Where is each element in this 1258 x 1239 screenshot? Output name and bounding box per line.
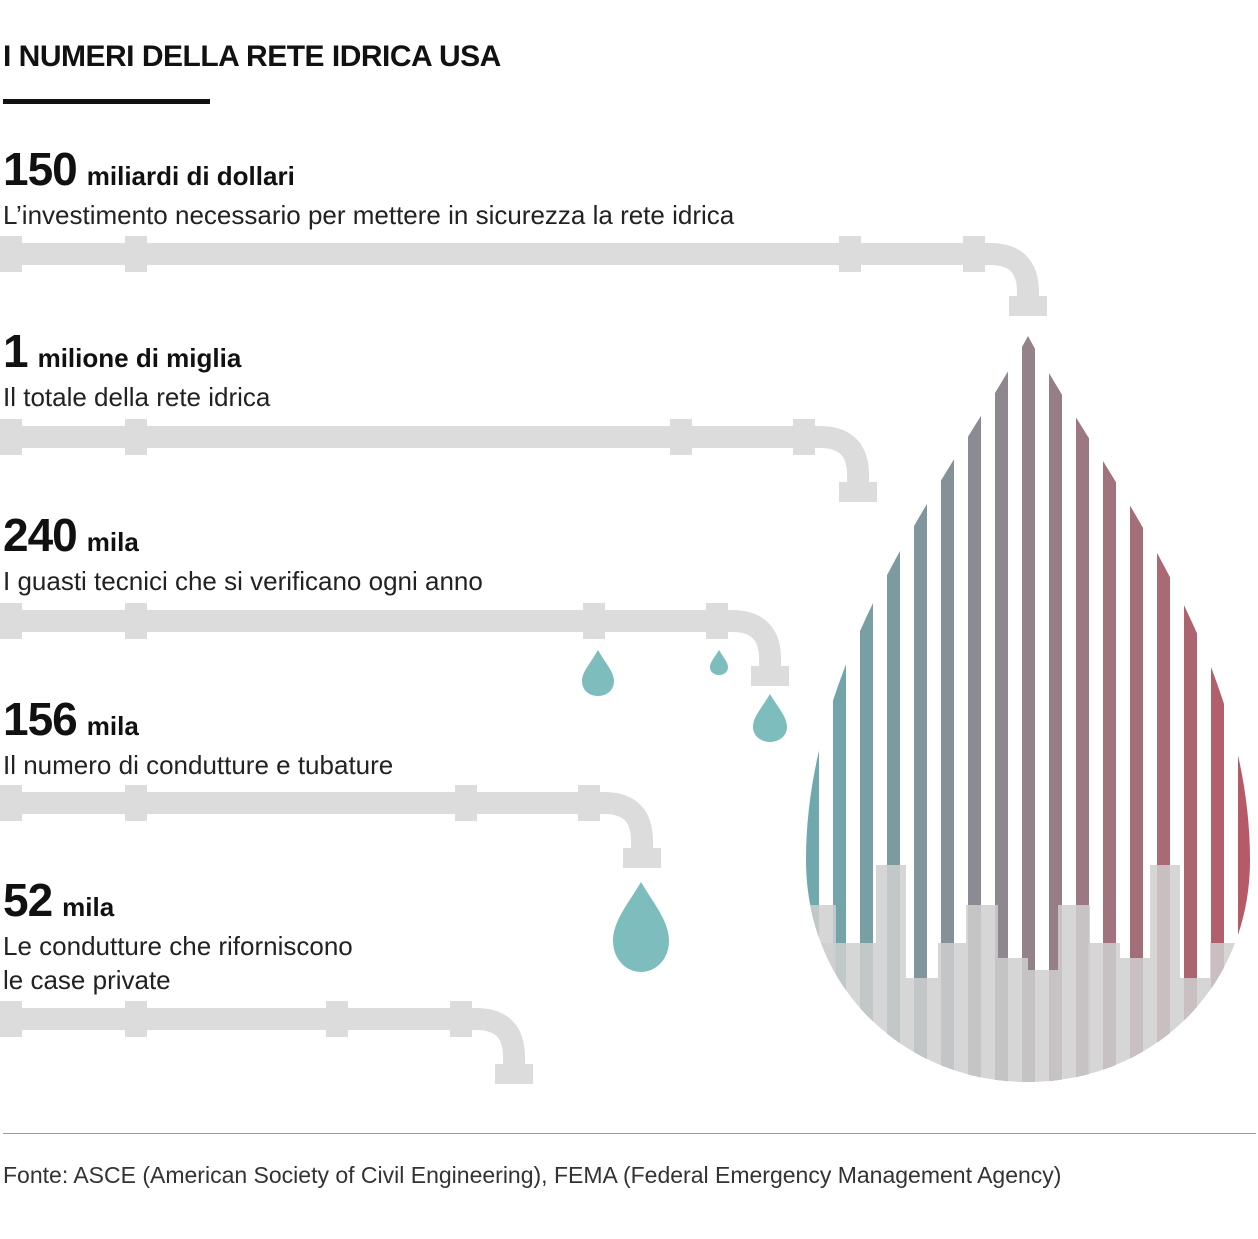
stat-network-length: 1 milione di miglia Il totale della rete … (3, 324, 270, 414)
pipe-5-joints (0, 1001, 533, 1084)
pipe-4-joints (0, 785, 661, 868)
skyline-building (806, 905, 836, 1082)
pipe-2 (0, 426, 869, 490)
stat-unit: mila (62, 892, 115, 922)
droplet-stripe (1022, 336, 1035, 1082)
skyline-building (906, 978, 938, 1082)
skyline-building (998, 958, 1028, 1082)
droplet-small-2 (753, 694, 787, 742)
footer-divider (3, 1133, 1256, 1134)
stat-description: Il totale della rete idrica (3, 382, 271, 412)
droplet-stripe (941, 336, 954, 1082)
pipe-3 (0, 610, 781, 675)
stat-private-supply: 52 mila Le condutture che riforniscono le… (3, 873, 353, 997)
stat-unit: mila (86, 527, 139, 557)
page-title: I NUMERI DELLA RETE IDRICA USA (3, 40, 501, 73)
pipe-1-joints (0, 236, 1047, 316)
droplet-stripe (1103, 336, 1116, 1082)
title-underline (3, 99, 210, 104)
stat-number: 1 (3, 325, 29, 377)
pipe-2-joints (0, 419, 877, 502)
skyline-building (1120, 958, 1150, 1082)
skyline-building (966, 905, 998, 1082)
stat-number: 240 (3, 509, 78, 561)
skyline-building (1088, 943, 1120, 1082)
stat-description: I guasti tecnici che si verificano ogni … (3, 566, 483, 596)
stat-description: Il numero di condutture e tubature (3, 750, 394, 780)
stat-unit: milione di miglia (37, 343, 242, 373)
droplet-small-1 (582, 650, 614, 696)
skyline-building (1210, 943, 1250, 1082)
droplet-stripe (1184, 336, 1197, 1082)
skyline-building (938, 943, 966, 1082)
droplet-stripe (1130, 336, 1143, 1082)
droplet-stripe (995, 336, 1008, 1082)
leak-droplets (582, 650, 787, 972)
stat-investment: 150 miliardi di dollari L’investimento ne… (3, 142, 734, 232)
skyline-building (1150, 865, 1180, 1082)
skyline-building (876, 865, 906, 1082)
droplet-stripe (914, 336, 927, 1082)
droplet-large (613, 882, 669, 972)
pipe-4 (0, 792, 653, 856)
stat-unit: mila (86, 711, 139, 741)
droplet-stripe (968, 336, 981, 1082)
stat-failures: 240 mila I guasti tecnici che si verifica… (3, 508, 483, 598)
droplet-stripe (1076, 336, 1089, 1082)
stat-description: Le condutture che riforniscono le case p… (3, 931, 353, 995)
skyline-building (1058, 905, 1090, 1082)
droplet-stripe (1049, 336, 1062, 1082)
stat-unit: miliardi di dollari (86, 161, 295, 191)
skyline-building (820, 943, 876, 1082)
droplet-stripe (1238, 336, 1250, 1082)
pipe-1 (0, 243, 1039, 308)
stat-pipes: 156 mila Il numero di condutture e tubatu… (3, 692, 393, 782)
big-droplet (806, 336, 1250, 1082)
pipe-3-joints (0, 603, 789, 686)
stat-number: 150 (3, 143, 78, 195)
droplet-tiny (710, 650, 728, 675)
stat-number: 156 (3, 693, 78, 745)
source-note: Fonte: ASCE (American Society of Civil E… (3, 1162, 1062, 1188)
stat-number: 52 (3, 874, 53, 926)
stat-description: L’investimento necessario per mettere in… (3, 200, 735, 230)
skyline-building (1180, 978, 1210, 1082)
pipe-5 (0, 1008, 525, 1072)
skyline-building (1028, 970, 1058, 1082)
